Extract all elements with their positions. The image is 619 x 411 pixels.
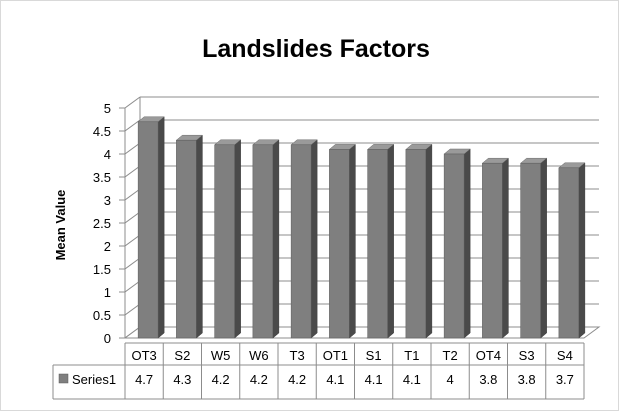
gridline-depth — [124, 119, 141, 132]
bar — [290, 144, 312, 339]
x-tick-label: S2 — [174, 348, 190, 363]
bar-side — [196, 134, 203, 339]
legend-series-name: Series1 — [72, 372, 116, 387]
data-table-value: 3.7 — [556, 372, 574, 387]
x-tick-label: T2 — [443, 348, 458, 363]
floor — [123, 326, 601, 339]
y-tick-label: 0.5 — [93, 308, 111, 323]
bar-side — [234, 139, 241, 339]
gridline-depth — [124, 211, 141, 224]
gridline-depth — [124, 142, 141, 155]
gridline-depth — [124, 188, 141, 201]
bar — [137, 121, 159, 339]
data-table-value: 4.2 — [250, 372, 268, 387]
bar-side — [310, 139, 318, 339]
bar-side — [502, 157, 509, 339]
bar-side — [540, 157, 547, 339]
legend-swatch — [58, 373, 69, 384]
y-tick-label: 4 — [104, 147, 111, 162]
x-tick-label: T3 — [290, 348, 305, 363]
bar-side — [425, 143, 433, 339]
bar — [252, 144, 274, 339]
gridline-depth — [124, 165, 141, 178]
bar-side — [463, 148, 471, 339]
gridline-depth — [124, 234, 141, 247]
gridline-depth — [124, 257, 141, 270]
bar — [367, 149, 388, 339]
y-tick-label: 3.5 — [93, 170, 111, 185]
data-table-value: 4.1 — [365, 372, 383, 387]
bar-side — [578, 162, 586, 339]
y-tick-label: 4.5 — [93, 124, 111, 139]
bar-side — [387, 143, 394, 339]
data-table-value: 4.1 — [326, 372, 344, 387]
data-table-value: 4.2 — [212, 372, 230, 387]
bar — [329, 149, 350, 339]
bar-side — [349, 143, 356, 339]
data-table-value: 4.2 — [288, 372, 306, 387]
x-tick-label: OT4 — [476, 348, 501, 363]
y-tick-label: 1.5 — [93, 262, 111, 277]
x-tick-label: W5 — [211, 348, 231, 363]
chart-title: Landslides Factors — [202, 35, 430, 63]
x-tick-label: S4 — [557, 348, 573, 363]
data-table-value: 4 — [447, 372, 454, 387]
data-table-value: 4.7 — [135, 372, 153, 387]
gridline-depth — [124, 303, 141, 316]
y-tick-label: 3 — [104, 193, 111, 208]
y-tick-label: 5 — [104, 101, 111, 116]
bar — [558, 167, 580, 339]
x-tick-label: S1 — [366, 348, 382, 363]
bar-side — [272, 139, 280, 339]
x-tick-label: T1 — [404, 348, 419, 363]
bar — [520, 162, 541, 339]
data-table-value: 3.8 — [479, 372, 497, 387]
gridline-depth — [124, 96, 141, 109]
data-table-value: 4.3 — [173, 372, 191, 387]
data-table-value: 3.8 — [518, 372, 536, 387]
bar-side — [157, 116, 165, 339]
x-tick-label: OT1 — [323, 348, 348, 363]
gridline-depth — [124, 280, 141, 293]
y-tick-label: 2 — [104, 239, 111, 254]
bar — [214, 144, 235, 339]
bar — [405, 149, 427, 339]
y-tick-label: 0 — [104, 331, 111, 346]
bar — [482, 162, 503, 339]
x-tick-label: OT3 — [131, 348, 156, 363]
bar — [176, 139, 197, 339]
data-table-value: 4.1 — [403, 372, 421, 387]
y-axis-label: Mean Value — [53, 190, 68, 261]
bar — [443, 153, 465, 339]
y-tick-label: 1 — [104, 285, 111, 300]
plot-area: 0 0.5 1 1.5 2 2.5 3 3.5 4 4.5 5 OT3 S2 W5 W6 T3 OT1 S1 T1 T… — [52, 96, 601, 400]
x-tick-label: S3 — [519, 348, 535, 363]
y-tick-label: 2.5 — [93, 216, 111, 231]
x-tick-label: W6 — [249, 348, 269, 363]
